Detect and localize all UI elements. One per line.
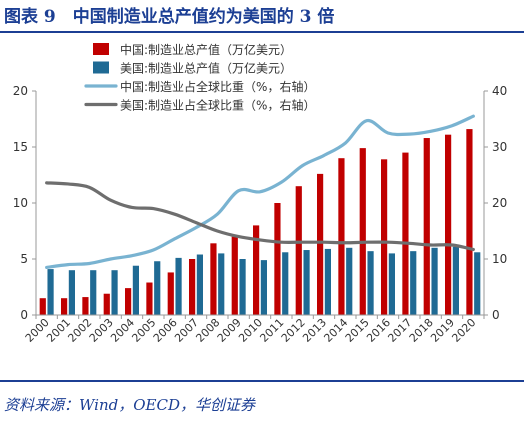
source-note: 资料来源：Wind，OECD，华创证券 bbox=[4, 396, 255, 414]
us-output-bar bbox=[196, 254, 203, 315]
y-tick-label-right: 10 bbox=[492, 252, 507, 266]
us-output-bar bbox=[303, 250, 310, 315]
us-output-bar bbox=[431, 247, 438, 315]
china-output-bar bbox=[167, 272, 174, 315]
x-tick-label: 2020 bbox=[449, 316, 478, 345]
y-tick-label-left: 15 bbox=[13, 140, 28, 154]
x-tick-label: 2002 bbox=[65, 316, 94, 345]
y-tick-label-left: 0 bbox=[20, 308, 28, 322]
china-output-bar bbox=[231, 236, 238, 315]
us-output-bar bbox=[388, 253, 395, 315]
x-tick-label: 2006 bbox=[151, 316, 180, 345]
legend-label: 美国:制造业总产值（万亿美元） bbox=[120, 61, 292, 76]
china-output-bar bbox=[103, 293, 110, 315]
china-output-bar bbox=[338, 158, 345, 315]
us-output-bar bbox=[47, 269, 54, 315]
china-output-bar bbox=[423, 138, 430, 315]
china-output-bar bbox=[381, 159, 388, 315]
x-tick-label: 2017 bbox=[385, 316, 414, 345]
x-tick-label: 2015 bbox=[343, 316, 372, 345]
china-output-bar bbox=[402, 152, 409, 315]
china-output-bar bbox=[39, 298, 46, 315]
x-tick-label: 2012 bbox=[279, 316, 308, 345]
us-output-bar bbox=[132, 265, 139, 315]
x-tick-label: 2013 bbox=[300, 316, 329, 345]
china-output-bar bbox=[445, 134, 452, 315]
us-output-bar bbox=[346, 247, 353, 315]
y-tick-label-left: 10 bbox=[13, 196, 28, 210]
y-tick-label-left: 5 bbox=[20, 252, 28, 266]
footer-divider bbox=[0, 380, 524, 382]
us-output-bar bbox=[410, 251, 417, 315]
y-tick-label-right: 0 bbox=[492, 308, 500, 322]
china-output-bar bbox=[210, 243, 217, 315]
us-output-bar bbox=[218, 253, 225, 315]
y-tick-label-left: 20 bbox=[13, 84, 28, 98]
us-output-bar bbox=[282, 252, 289, 315]
x-tick-label: 2004 bbox=[108, 316, 137, 345]
us-output-bar bbox=[452, 246, 459, 315]
lines bbox=[45, 114, 475, 269]
legend-label: 中国:制造业占全球比重（%，右轴） bbox=[120, 79, 315, 94]
us-output-bar bbox=[90, 270, 97, 315]
legend-label: 中国:制造业总产值（万亿美元） bbox=[120, 42, 292, 57]
us-output-bar bbox=[239, 259, 246, 315]
legend-swatch-us-output bbox=[93, 61, 109, 74]
china-output-bar bbox=[295, 186, 302, 315]
figure-title: 图表 9 中国制造业总产值约为美国的 3 倍 bbox=[4, 7, 335, 27]
us-output-bar bbox=[367, 251, 374, 315]
china-output-bar bbox=[146, 282, 153, 315]
x-tick-label: 2018 bbox=[407, 316, 436, 345]
china-output-bar bbox=[317, 173, 324, 315]
china-output-bar bbox=[82, 297, 89, 315]
us-output-bar bbox=[474, 252, 481, 315]
us-output-bar bbox=[175, 257, 182, 315]
us-output-bar bbox=[154, 261, 161, 315]
china-output-bar bbox=[466, 129, 473, 315]
us-output-bar bbox=[260, 260, 267, 315]
x-tick-label: 2001 bbox=[44, 316, 73, 345]
legend-swatch-china-output bbox=[93, 43, 109, 55]
us-output-bar bbox=[324, 248, 331, 315]
y-tick-label-right: 30 bbox=[492, 140, 507, 154]
title-divider bbox=[0, 31, 524, 33]
x-tick-label: 2014 bbox=[321, 316, 350, 345]
china-output-bar bbox=[189, 259, 196, 315]
china-output-bar bbox=[61, 298, 68, 315]
us-share-line bbox=[45, 181, 475, 252]
legend: 中国:制造业总产值（万亿美元） 美国:制造业总产值（万亿美元） 中国:制造业占全球比… bbox=[84, 42, 315, 113]
china-output-bar bbox=[274, 203, 281, 315]
x-tick-label: 2009 bbox=[215, 316, 244, 345]
us-output-bar bbox=[111, 270, 118, 315]
legend-label: 美国:制造业占全球比重（%，右轴） bbox=[120, 98, 315, 113]
x-tick-label: 2011 bbox=[257, 316, 286, 345]
y-tick-label-right: 20 bbox=[492, 196, 507, 210]
x-tick-label: 2007 bbox=[172, 316, 201, 345]
x-tick-label: 2008 bbox=[193, 316, 222, 345]
us-output-bar bbox=[68, 270, 75, 315]
x-tick-label: 2019 bbox=[428, 316, 457, 345]
chart: 中国:制造业总产值（万亿美元） 美国:制造业总产值（万亿美元） 中国:制造业占全球比… bbox=[13, 42, 508, 345]
x-tick-label: 2010 bbox=[236, 316, 265, 345]
china-output-bar bbox=[125, 288, 132, 315]
x-tick-label: 2005 bbox=[129, 316, 158, 345]
china-output-bar bbox=[359, 148, 366, 315]
y-tick-label-right: 40 bbox=[492, 84, 507, 98]
china-output-bar bbox=[253, 225, 260, 315]
bars bbox=[39, 129, 481, 315]
x-tick-label: 2003 bbox=[87, 316, 116, 345]
china-share-line bbox=[45, 114, 475, 269]
x-tick-label: 2016 bbox=[364, 316, 393, 345]
